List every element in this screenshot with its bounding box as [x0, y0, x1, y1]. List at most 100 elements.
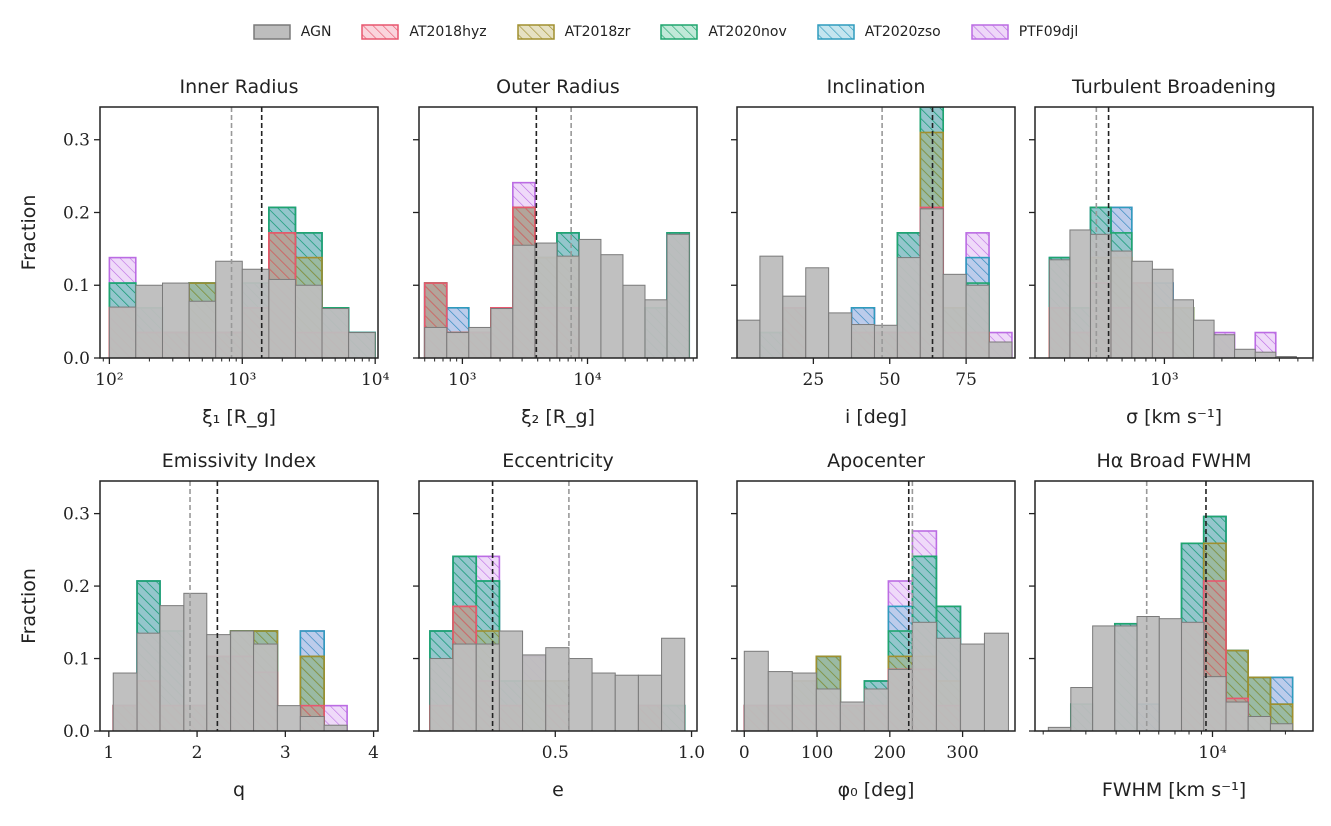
bar: [161, 282, 190, 358]
y-tick-label: 0.0: [63, 349, 90, 369]
bar: [1151, 268, 1174, 358]
bar: [1048, 259, 1071, 358]
bar: [188, 300, 217, 358]
bar: [498, 630, 524, 731]
bar: [1131, 260, 1153, 358]
bar: [1254, 351, 1277, 358]
bar: [591, 672, 616, 731]
x-axis-label: ξ₂ [R_g]: [521, 406, 595, 428]
bar: [666, 233, 690, 358]
bar: [135, 284, 163, 358]
y-axis-label: Fraction: [18, 568, 40, 644]
bar: [578, 238, 602, 358]
bars: [108, 206, 376, 358]
legend-swatch: [970, 24, 1009, 40]
y-axis-label: Fraction: [18, 195, 40, 271]
legend-item: AT2020zso: [817, 24, 941, 40]
y-tick-label: 0.3: [63, 131, 90, 151]
x-tick-label: 1.0: [678, 743, 705, 763]
panel-title: Apocenter: [827, 450, 925, 472]
panel-8: 10⁴ Hα Broad FWHM FWHM [km s⁻¹]: [1029, 450, 1314, 801]
bar: [475, 643, 500, 731]
panel-4: 10³ Turbulent Broadening σ [km s⁻¹]: [1029, 76, 1314, 428]
series: [743, 621, 1009, 731]
panel-title: Inner Radius: [180, 76, 299, 98]
bar: [1070, 687, 1094, 731]
panel-7: 0 100 200 300 Apocenter φ₀ [deg]: [731, 450, 1016, 801]
bar: [1225, 701, 1249, 731]
bar: [136, 632, 161, 731]
bar: [1192, 319, 1215, 358]
x-axis-label: FWHM [km s⁻¹]: [1102, 779, 1246, 801]
bar: [1269, 723, 1294, 731]
legend-item: PTF09djl: [970, 24, 1078, 40]
bar: [230, 630, 255, 731]
legend-swatch: [253, 24, 291, 40]
bar: [759, 255, 784, 358]
bars: [429, 555, 686, 731]
axes-frame: [99, 106, 379, 359]
panel-6: 0.5 1.0 Eccentricity e: [413, 450, 705, 801]
bar: [851, 324, 875, 358]
axes-frame: [736, 480, 1016, 732]
bar: [1234, 348, 1256, 358]
x-tick-label: 10³: [1150, 370, 1178, 390]
y-tick-label: 0.2: [63, 577, 90, 597]
bar: [429, 658, 454, 731]
legend-item: AT2020nov: [660, 24, 787, 40]
axes-frame: [99, 480, 379, 732]
x-axis-label: φ₀ [deg]: [838, 779, 915, 801]
bar: [206, 634, 232, 731]
x-tick-label: 25: [803, 370, 825, 390]
bar: [1203, 676, 1227, 731]
legend-item: AT2018zr: [516, 24, 630, 40]
bar: [911, 621, 937, 731]
bar: [183, 592, 208, 731]
legend-item: AT2018hyz: [361, 24, 487, 40]
x-tick-label: 10⁴: [1198, 743, 1227, 763]
bar: [112, 672, 138, 731]
legend-label: AT2020zso: [864, 24, 941, 40]
x-tick-label: 300: [946, 743, 978, 763]
bar: [299, 716, 325, 731]
bar: [600, 254, 624, 358]
panel-title: Turbulent Broadening: [1071, 76, 1276, 98]
bar: [782, 295, 807, 358]
bar: [805, 267, 830, 358]
x-axis-label: e: [552, 779, 564, 801]
bar: [545, 647, 570, 731]
panel-1: 0.0 0.1 0.2 0.3 Fraction 10² 10³ 10⁴ Inner Radiu…: [18, 76, 390, 428]
bar: [522, 654, 547, 731]
panel-5: 0.0 0.1 0.2 0.3 Fraction 1 2 3 4 Emissivity Index…: [18, 450, 379, 801]
series: [424, 233, 690, 358]
legend-label: AT2018hyz: [409, 24, 487, 40]
x-tick-label: 4: [368, 743, 379, 763]
bar: [512, 244, 536, 358]
x-axis-label: i [deg]: [845, 406, 907, 428]
y-tick-label: 0.1: [63, 276, 90, 296]
bar: [863, 688, 889, 731]
x-tick-label: 3: [280, 743, 291, 763]
bar: [661, 637, 686, 731]
bars: [743, 530, 1009, 731]
bar: [446, 332, 470, 358]
x-tick-label: 10²: [95, 370, 123, 390]
legend-swatch: [516, 24, 555, 40]
bar: [534, 242, 558, 358]
bar: [1172, 299, 1194, 358]
bar: [942, 273, 967, 358]
x-tick-label: 200: [874, 743, 906, 763]
series: [108, 260, 376, 358]
axes-frame: [1034, 480, 1314, 732]
legend: AGN AT2018hyz AT2018zr AT2020nov AT2020zso PT…: [0, 18, 1331, 46]
bar: [452, 643, 477, 731]
bar: [873, 324, 898, 358]
x-tick-label: 10³: [448, 370, 476, 390]
bar: [743, 650, 769, 731]
bar: [1213, 334, 1236, 358]
panel-title: Hα Broad FWHM: [1096, 450, 1251, 472]
bars: [423, 181, 691, 358]
bar: [1110, 250, 1133, 358]
bar: [983, 632, 1009, 731]
